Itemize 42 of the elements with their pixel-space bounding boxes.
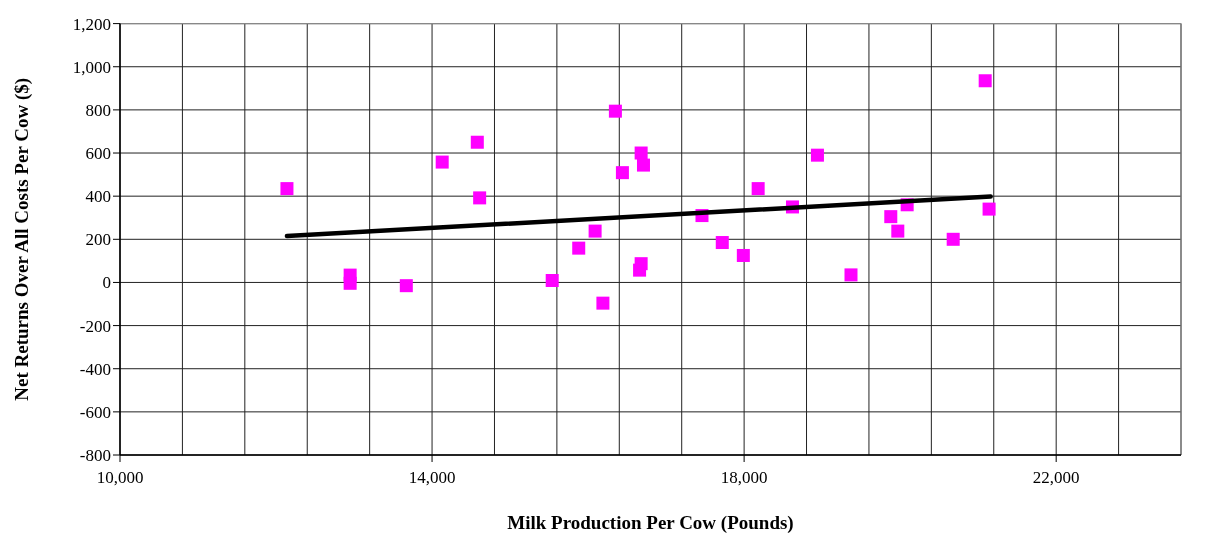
point [435, 155, 449, 169]
point [633, 263, 647, 277]
x-tick-label: 22,000 [1032, 468, 1080, 487]
x-tick-label: 10,000 [96, 468, 144, 487]
y-tick-label: 1,200 [72, 14, 111, 34]
x-tick-label: 14,000 [408, 468, 456, 487]
y-tick-label: -600 [79, 402, 111, 422]
y-tick-label: 600 [85, 143, 111, 163]
y-axis-title: Net Returns Over All Costs Per Cow ($) [11, 77, 33, 401]
point [736, 248, 750, 262]
point [978, 74, 992, 88]
point [810, 148, 824, 162]
y-tick-label: 1,000 [72, 57, 111, 77]
point [280, 182, 294, 196]
point [634, 146, 648, 160]
y-tick-label: 800 [85, 100, 111, 120]
point [715, 236, 729, 250]
point [751, 182, 765, 196]
y-tick-label: 200 [85, 230, 111, 250]
point [343, 276, 357, 290]
y-tick-label: 400 [85, 187, 111, 207]
point [615, 166, 629, 180]
point [982, 202, 996, 216]
x-axis-title: Milk Production Per Cow (Pounds) [507, 512, 794, 534]
y-tick-label: -200 [79, 316, 111, 336]
y-tick-label: 0 [102, 273, 111, 293]
point [545, 274, 559, 287]
point [399, 279, 413, 293]
point [844, 268, 858, 282]
x-tick-label: 18,000 [720, 468, 768, 487]
point [946, 232, 960, 246]
point [572, 241, 586, 255]
y-tick-label: -800 [79, 445, 111, 465]
point [470, 135, 484, 149]
point [884, 210, 898, 224]
point [596, 296, 610, 310]
point [473, 191, 487, 205]
y-tick-label: -400 [79, 359, 111, 379]
point [636, 158, 650, 172]
point [608, 104, 622, 118]
point [891, 224, 905, 238]
point [588, 224, 602, 238]
